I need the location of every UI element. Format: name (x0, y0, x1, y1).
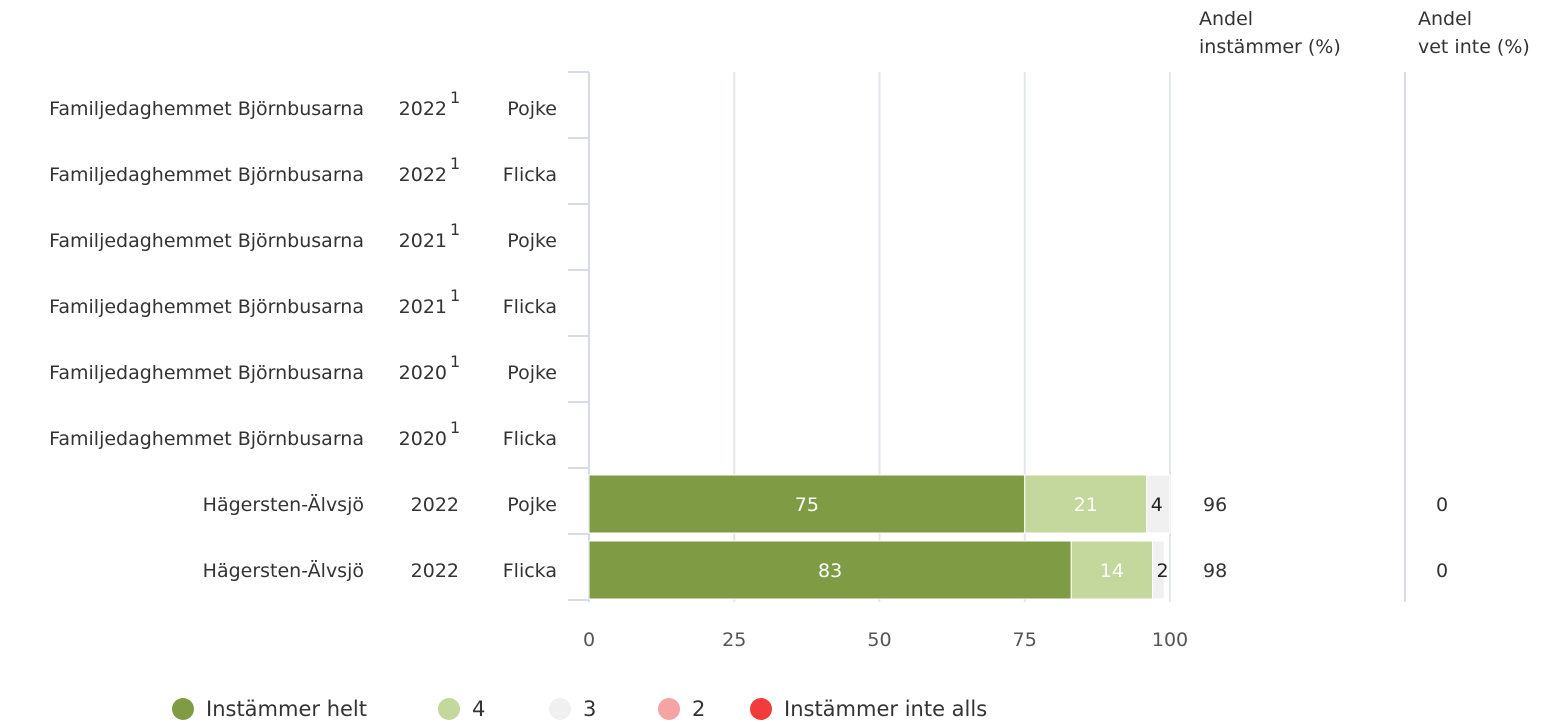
bar-segment (1152, 540, 1165, 600)
row-footnote-marker: 1 (450, 286, 460, 305)
legend-swatch-instammer-inte-alls (750, 698, 772, 720)
bar-segment (588, 540, 1072, 600)
row-year-label: 2022 (411, 494, 459, 516)
legend-item-3[interactable]: 3 (549, 694, 596, 724)
col-header-share-agree: Andel instämmer (%) (1199, 5, 1341, 61)
legend-label: Instämmer inte alls (784, 697, 988, 721)
bar-data-label: 4 (1151, 494, 1163, 516)
row-gender-label: Pojke (507, 230, 557, 252)
x-tick-label: 50 (867, 629, 891, 651)
row-gender-label: Pojke (507, 362, 557, 384)
legend-swatch-4 (438, 698, 460, 720)
row-footnote-marker: 1 (450, 352, 460, 371)
row-unit-label: Familjedaghemmet Björnbusarna (49, 164, 364, 186)
row-footnote-marker: 1 (450, 154, 460, 173)
legend-label: 4 (472, 697, 486, 721)
bar-segment (1146, 474, 1171, 534)
share-agree-value: 98 (1203, 560, 1227, 582)
x-tick-label: 100 (1152, 629, 1188, 651)
row-unit-label: Familjedaghemmet Björnbusarna (49, 428, 364, 450)
row-footnote-marker: 1 (450, 88, 460, 107)
col-header-share-dont-know: Andel vet inte (%) (1418, 5, 1530, 61)
legend-swatch-2 (658, 698, 680, 720)
legend-swatch-3 (549, 698, 571, 720)
row-unit-label: Familjedaghemmet Björnbusarna (49, 296, 364, 318)
share-agree-value: 96 (1203, 494, 1227, 516)
x-tick-label: 75 (1013, 629, 1037, 651)
row-year-label: 2020 (399, 428, 447, 450)
x-tick-label: 0 (583, 629, 595, 651)
legend: Instämmer helt 4 3 2 Instämmer inte alls (0, 694, 1563, 724)
legend-item-2[interactable]: 2 (658, 694, 705, 724)
row-year-label: 2021 (399, 296, 447, 318)
legend-swatch-instammer-helt (172, 698, 194, 720)
col-header-share-agree-line1: Andel (1199, 8, 1254, 30)
bar-data-label: 2 (1157, 560, 1169, 582)
legend-label: 2 (692, 697, 706, 721)
legend-label: 3 (583, 697, 597, 721)
row-unit-label: Hägersten-Älvsjö (203, 559, 364, 582)
bar-segment (1024, 474, 1148, 534)
x-tick-label: 25 (722, 629, 746, 651)
legend-item-instammer-inte-alls[interactable]: Instämmer inte alls (750, 694, 987, 724)
row-unit-label: Familjedaghemmet Björnbusarna (49, 98, 364, 120)
row-gender-label: Flicka (503, 560, 557, 582)
col-header-share-dont-know-line2: vet inte (%) (1418, 36, 1530, 58)
row-year-label: 2022 (399, 164, 447, 186)
bar-data-label: 75 (795, 494, 819, 516)
legend-label: Instämmer helt (206, 697, 367, 721)
row-year-label: 2022 (411, 560, 459, 582)
legend-item-instammer-helt[interactable]: Instämmer helt (172, 694, 367, 724)
share-dont-know-value: 0 (1436, 560, 1448, 582)
row-footnote-marker: 1 (450, 220, 460, 239)
bar-segment (588, 474, 1026, 534)
legend-item-4[interactable]: 4 (438, 694, 485, 724)
row-gender-label: Flicka (503, 428, 557, 450)
row-year-label: 2022 (399, 98, 447, 120)
bar-data-label: 83 (818, 560, 842, 582)
row-gender-label: Pojke (507, 98, 557, 120)
row-gender-label: Flicka (503, 164, 557, 186)
row-unit-label: Familjedaghemmet Björnbusarna (49, 230, 364, 252)
row-unit-label: Familjedaghemmet Björnbusarna (49, 362, 364, 384)
bar-data-label: 14 (1100, 560, 1124, 582)
row-unit-label: Hägersten-Älvsjö (203, 493, 364, 516)
row-gender-label: Pojke (507, 494, 557, 516)
bar-data-label: 21 (1074, 494, 1098, 516)
row-footnote-marker: 1 (450, 418, 460, 437)
row-year-label: 2020 (399, 362, 447, 384)
row-year-label: 2021 (399, 230, 447, 252)
col-header-share-agree-line2: instämmer (%) (1199, 36, 1341, 58)
col-header-share-dont-know-line1: Andel (1418, 8, 1473, 30)
bar-segment (1070, 540, 1154, 600)
share-dont-know-value: 0 (1436, 494, 1448, 516)
row-gender-label: Flicka (503, 296, 557, 318)
